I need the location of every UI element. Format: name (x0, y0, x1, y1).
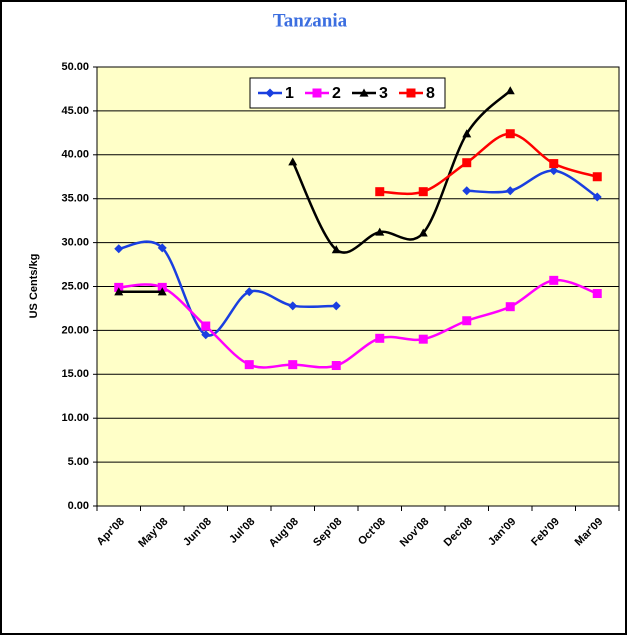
y-tick-label: 50.00 (61, 61, 89, 73)
marker (375, 227, 385, 236)
marker (549, 166, 559, 176)
marker (201, 321, 211, 331)
marker (462, 186, 472, 196)
marker (505, 86, 515, 95)
marker (331, 361, 341, 371)
marker (375, 187, 385, 197)
marker (592, 192, 602, 202)
marker (288, 157, 298, 166)
marker (114, 287, 124, 296)
marker (505, 129, 515, 139)
marker (114, 244, 124, 254)
y-tick-label: 25.00 (61, 280, 89, 292)
y-axis-label: US Cents/kg (28, 254, 40, 319)
marker (505, 186, 515, 196)
marker (462, 316, 472, 326)
y-tick-label: 20.00 (61, 324, 89, 336)
marker (244, 287, 254, 297)
marker (375, 333, 385, 343)
legend-marker (312, 88, 322, 98)
y-tick-label: 40.00 (61, 149, 89, 161)
y-tick-label: 0.00 (68, 500, 89, 512)
marker (201, 330, 211, 340)
y-tick-label: 10.00 (61, 412, 89, 424)
marker (331, 301, 341, 311)
marker (331, 245, 341, 254)
marker (157, 287, 167, 296)
chart-title: Tanzania (273, 10, 348, 31)
y-tick-label: 35.00 (61, 193, 89, 205)
marker (549, 159, 559, 169)
legend-marker (406, 88, 416, 98)
legend-marker (265, 88, 275, 98)
y-tick-label: 5.00 (68, 456, 89, 468)
marker (418, 334, 428, 344)
marker (288, 360, 298, 370)
marker (418, 187, 428, 197)
marker (462, 129, 472, 138)
legend-marker (359, 88, 369, 97)
marker (592, 289, 602, 299)
marker (549, 275, 559, 285)
legend-label: 1 (285, 85, 294, 102)
marker (462, 158, 472, 168)
marker (505, 302, 515, 312)
marker (418, 228, 428, 237)
y-tick-label: 15.00 (61, 368, 89, 380)
y-tick-label: 30.00 (61, 237, 89, 249)
marker (288, 301, 298, 311)
marker (157, 243, 167, 253)
legend-label: 2 (332, 85, 341, 102)
legend-label: 3 (379, 85, 388, 102)
y-tick-label: 45.00 (61, 105, 89, 117)
legend-label: 8 (426, 85, 435, 102)
marker (244, 360, 254, 370)
series-line (466, 169, 598, 199)
marker (592, 172, 602, 182)
